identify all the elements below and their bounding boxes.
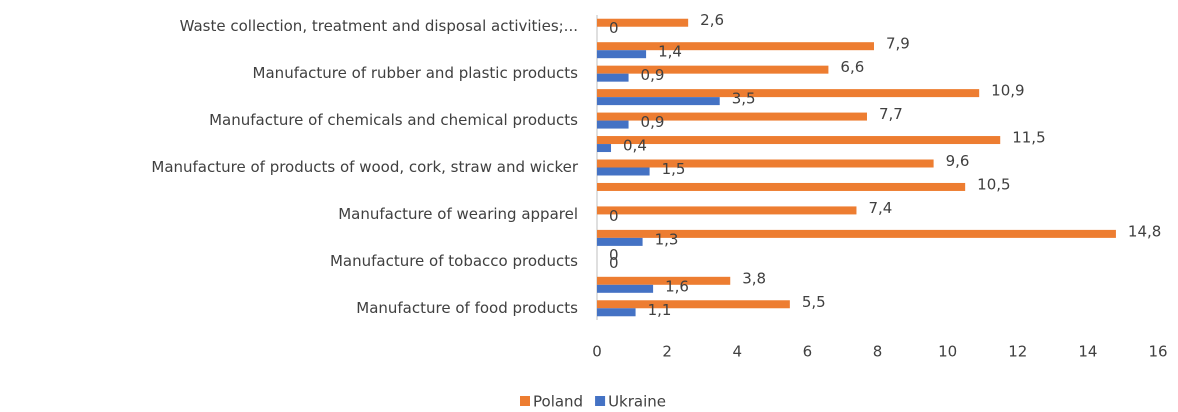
value-label: 1,1	[648, 301, 672, 319]
bar	[597, 42, 874, 51]
value-label: 7,9	[886, 35, 910, 53]
value-label: 7,7	[879, 105, 903, 123]
y-tick-label: Manufacture of tobacco products	[330, 252, 578, 270]
bar	[597, 120, 629, 129]
value-label: 1,3	[655, 230, 679, 248]
value-label: 3,8	[742, 269, 766, 287]
bar	[597, 237, 643, 246]
value-label: 0,9	[641, 113, 665, 131]
bar	[597, 276, 731, 285]
x-tick-label: 10	[938, 343, 957, 361]
legend-swatch	[595, 396, 606, 406]
value-label: 6,6	[840, 58, 864, 76]
bar	[597, 18, 689, 27]
value-label: 0	[609, 246, 619, 264]
value-label: 14,8	[1128, 222, 1161, 240]
value-label: 1,6	[665, 277, 689, 295]
bar	[597, 206, 857, 215]
value-label: 2,6	[700, 11, 724, 29]
value-label: 0	[609, 207, 619, 225]
legend-label: Ukraine	[608, 393, 666, 411]
value-label: 5,5	[802, 293, 826, 311]
x-tick-label: 4	[732, 343, 742, 361]
bar	[597, 112, 867, 121]
bar	[597, 65, 829, 74]
x-tick-label: 6	[803, 343, 813, 361]
bar	[597, 50, 647, 59]
value-label: 0	[609, 19, 619, 37]
bar	[597, 308, 636, 317]
y-tick-label: Manufacture of rubber and plastic produc…	[253, 64, 579, 82]
value-label: 9,6	[946, 152, 970, 170]
bar	[597, 136, 1001, 145]
bar	[597, 300, 790, 309]
bar	[597, 284, 654, 293]
bar	[597, 229, 1116, 238]
value-label: 0	[609, 254, 619, 272]
x-tick-label: 2	[662, 343, 672, 361]
bar	[597, 144, 612, 153]
bar	[597, 97, 720, 106]
bar	[597, 182, 966, 191]
value-label: 1,5	[662, 160, 686, 178]
y-tick-label: Manufacture of products of wood, cork, s…	[151, 158, 578, 176]
bar	[597, 89, 980, 98]
value-label: 11,5	[1012, 129, 1045, 147]
value-label: 1,4	[658, 43, 682, 61]
bar	[597, 167, 650, 176]
x-tick-label: 0	[592, 343, 602, 361]
value-label: 0,4	[623, 137, 647, 155]
x-tick-label: 16	[1148, 343, 1167, 361]
value-label: 10,5	[977, 175, 1010, 193]
legend-label: Poland	[533, 393, 583, 411]
bar	[597, 159, 934, 168]
x-tick-label: 14	[1078, 343, 1097, 361]
value-label: 0,9	[641, 66, 665, 84]
x-tick-label: 8	[873, 343, 883, 361]
y-tick-label: Manufacture of chemicals and chemical pr…	[209, 111, 578, 129]
value-label: 3,5	[732, 90, 756, 108]
legend-swatch	[520, 396, 530, 406]
y-tick-label: Manufacture of wearing apparel	[338, 205, 578, 223]
y-tick-label: Waste collection, treatment and disposal…	[180, 17, 578, 35]
value-label: 10,9	[991, 82, 1024, 100]
bar	[597, 73, 629, 82]
x-tick-label: 12	[1008, 343, 1027, 361]
y-tick-label: Manufacture of food products	[356, 299, 578, 317]
value-label: 7,4	[868, 199, 892, 217]
